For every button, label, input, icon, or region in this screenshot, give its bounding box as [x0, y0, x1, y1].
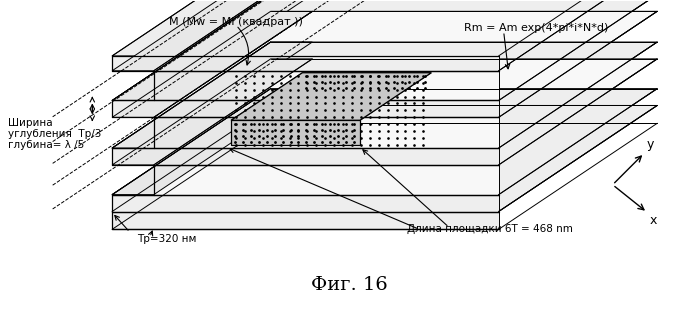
- Text: Тр=320 нм: Тр=320 нм: [137, 234, 196, 244]
- Text: Длина площадки 6T = 468 nm: Длина площадки 6T = 468 nm: [408, 224, 573, 234]
- Text: Rm = Am exp(4*pi*i*N*d): Rm = Am exp(4*pi*i*N*d): [464, 23, 609, 33]
- Polygon shape: [112, 195, 498, 212]
- Polygon shape: [112, 100, 498, 117]
- Polygon shape: [154, 59, 658, 165]
- Polygon shape: [154, 71, 498, 100]
- Text: x: x: [649, 214, 657, 227]
- Text: глубина= λ /5: глубина= λ /5: [8, 140, 84, 150]
- Polygon shape: [112, 0, 658, 56]
- Polygon shape: [154, 0, 658, 71]
- Polygon shape: [112, 42, 312, 148]
- Text: Ширина: Ширина: [8, 118, 52, 128]
- Text: углубления  Тр/3: углубления Тр/3: [8, 129, 101, 139]
- Polygon shape: [154, 117, 498, 148]
- Polygon shape: [112, 148, 498, 165]
- Polygon shape: [112, 212, 498, 229]
- Polygon shape: [231, 73, 431, 120]
- Polygon shape: [112, 0, 658, 100]
- Polygon shape: [154, 11, 658, 117]
- Polygon shape: [112, 89, 658, 195]
- Polygon shape: [112, 11, 312, 117]
- Polygon shape: [112, 89, 312, 195]
- Polygon shape: [112, 59, 312, 165]
- Polygon shape: [112, 105, 658, 212]
- Polygon shape: [112, 56, 498, 71]
- Polygon shape: [231, 73, 431, 120]
- Polygon shape: [231, 120, 360, 145]
- Text: y: y: [646, 138, 654, 151]
- Polygon shape: [112, 0, 312, 100]
- Polygon shape: [154, 165, 498, 195]
- Text: Фиг. 16: Фиг. 16: [311, 276, 387, 294]
- Text: M (Mw = MI (квадрат )): M (Mw = MI (квадрат )): [169, 17, 303, 27]
- Polygon shape: [112, 42, 658, 148]
- Polygon shape: [112, 0, 312, 71]
